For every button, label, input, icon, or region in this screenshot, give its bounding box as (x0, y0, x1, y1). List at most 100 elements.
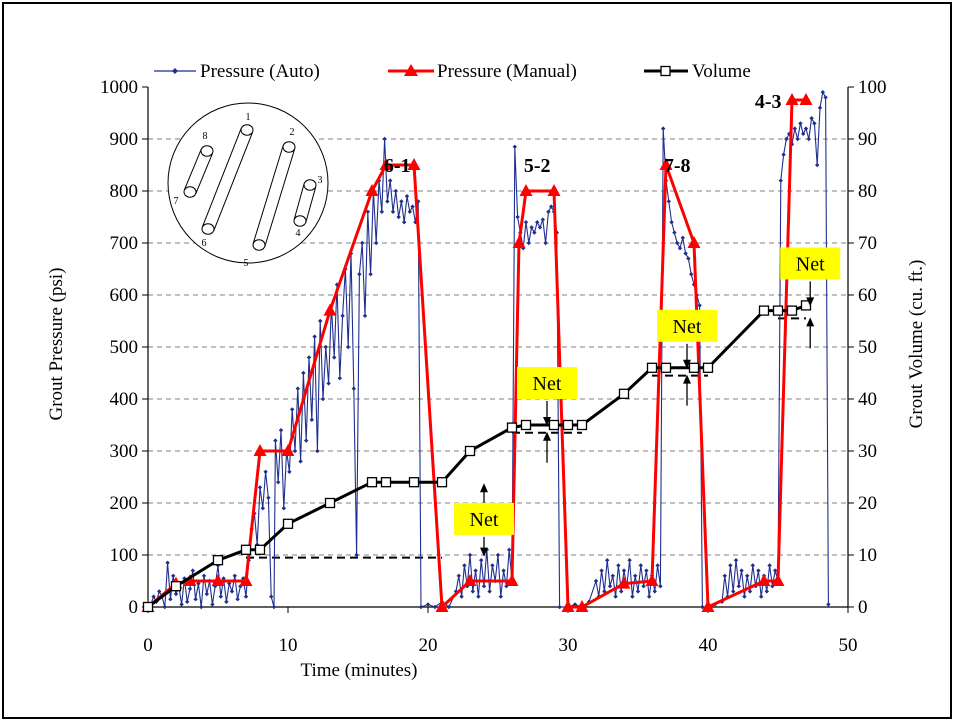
pressure-manual-point (659, 158, 673, 170)
pressure-auto-point (165, 560, 170, 565)
pressure-auto-point (210, 602, 215, 607)
pressure-auto-point (365, 209, 370, 214)
pressure-auto-point (304, 438, 309, 443)
pressure-auto-point (379, 209, 384, 214)
pressure-auto-point (306, 355, 312, 360)
pressure-auto-point (722, 573, 727, 578)
legend-volume-marker (660, 65, 671, 77)
pressure-auto-point (407, 209, 412, 214)
x-axis-title: Time (minutes) (301, 660, 418, 681)
pressure-manual-point (687, 236, 701, 248)
x-tick-label: 30 (559, 635, 578, 656)
pressure-manual-point (617, 576, 631, 589)
pressure-auto-point (402, 220, 407, 225)
volume-point (240, 544, 252, 555)
pressure-auto-point (418, 604, 424, 610)
left-tick-label: 300 (110, 441, 139, 462)
pressure-auto-point (593, 578, 599, 584)
pressure-auto-point (666, 199, 671, 204)
pressure-auto-point (257, 485, 263, 490)
pressure-auto-point (501, 568, 506, 573)
net-label: Net (470, 509, 499, 531)
pressure-auto-point (162, 604, 167, 610)
pressure-auto-point (616, 563, 621, 568)
pressure-auto-point (204, 591, 209, 597)
net-label-box (780, 247, 841, 280)
net-arrow-head (480, 547, 488, 557)
pressure-auto-point (655, 563, 660, 568)
net-arrow-head (480, 483, 488, 493)
net-annotations: Net Net Net Net (454, 247, 841, 557)
pressure-auto-point (756, 568, 761, 573)
pressure-auto-point (190, 568, 195, 573)
pressure-auto-point (218, 594, 223, 599)
pressure-auto-point (467, 552, 473, 558)
net-arrow-head (806, 317, 815, 327)
pressure-auto-point (243, 594, 249, 599)
pressure-auto-point (549, 204, 554, 209)
pressure-auto-point (410, 204, 415, 209)
pressure-auto-point (599, 568, 604, 573)
pressure-auto-point (479, 558, 484, 563)
pressure-auto-point (465, 584, 470, 589)
pressure-auto-point (269, 594, 274, 599)
pressure-auto-point (320, 396, 326, 402)
pressure-auto-point (301, 370, 306, 376)
pressure-auto-point (199, 604, 204, 610)
inset-hole-number: 6 (202, 238, 207, 249)
pressure-auto-point (680, 235, 685, 240)
pressure-auto-point (232, 573, 237, 578)
pressure-auto-point (229, 589, 235, 594)
pressure-auto-point (770, 584, 775, 589)
pressure-auto-point (613, 594, 618, 599)
pressure-auto-point (224, 599, 229, 604)
pressure-manual-point (211, 574, 225, 586)
volume-point (436, 477, 448, 488)
pressure-manual-point (512, 236, 526, 248)
pressure-auto-point (529, 225, 534, 230)
inset-hole-bottom (183, 186, 197, 198)
net-label-box (517, 367, 577, 399)
pressure-auto-point (669, 220, 674, 225)
inset-hole-number: 7 (174, 196, 179, 207)
pressure-auto-point (526, 240, 531, 246)
pressure-auto-point (812, 121, 817, 126)
volume-point (282, 518, 294, 529)
pressure-auto-point (185, 599, 190, 604)
pressure-auto-point (689, 272, 694, 277)
pressure-auto-point (459, 594, 464, 599)
left-tick-label: 400 (110, 389, 139, 410)
pressure-auto-point (213, 584, 218, 589)
legend-volume-label: Volume (692, 61, 751, 82)
volume-point (548, 419, 560, 431)
pressure-manual-point (183, 574, 197, 586)
pressure-auto-point (750, 563, 755, 568)
inset-hole-bottom (293, 215, 307, 227)
y-axis-title-left: Grout Pressure (psi) (46, 267, 67, 420)
pressure-auto-point (521, 246, 526, 251)
pressure-auto-point (686, 256, 691, 261)
pair-label: 7-8 (664, 155, 691, 177)
pressure-manual-point (407, 158, 421, 170)
pressure-auto-point (404, 194, 410, 199)
pressure-auto-point (255, 542, 260, 547)
volume-point (170, 581, 182, 592)
pressure-auto-point (323, 344, 328, 350)
x-tick-label: 40 (699, 635, 718, 656)
volume-point (702, 362, 714, 373)
right-tick-label: 20 (858, 493, 877, 514)
x-tick-label: 50 (839, 635, 858, 656)
pressure-auto-point (179, 602, 184, 607)
inset-hole-diagram: 1 2 3 4 5 6 7 8 (167, 102, 329, 269)
legend-manual-marker (404, 64, 418, 76)
inset-hole-top (200, 145, 214, 157)
volume-point (366, 477, 378, 488)
pressure-auto-point (309, 417, 314, 422)
pressure-auto-point (446, 604, 452, 610)
pressure-auto-point (795, 136, 800, 142)
x-tick-label: 10 (279, 635, 298, 656)
pressure-manual-point (701, 600, 715, 612)
pressure-auto-point (806, 136, 811, 142)
pressure-auto-point (385, 199, 390, 204)
volume-point (324, 497, 336, 509)
